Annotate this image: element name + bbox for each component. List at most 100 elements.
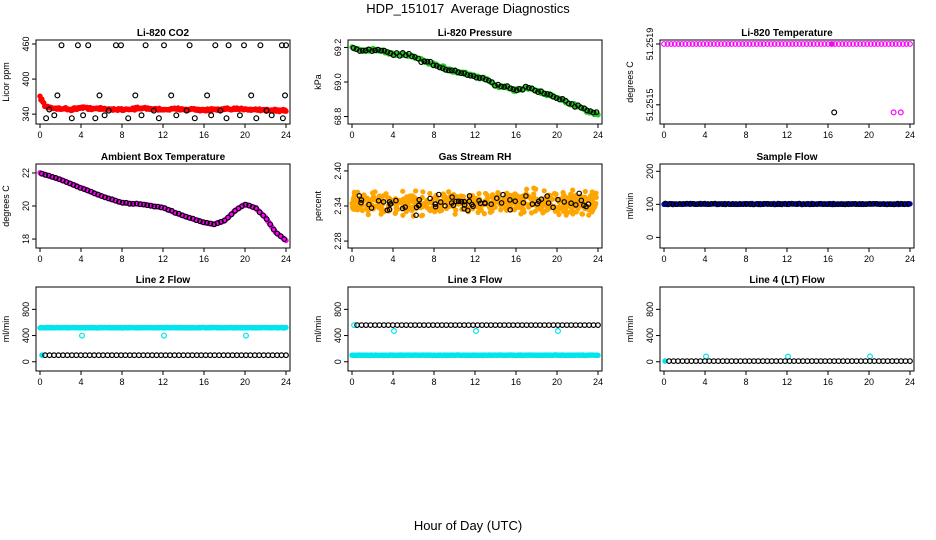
data-point: [473, 74, 480, 81]
y-axis-label: ml/min: [625, 193, 635, 220]
data-point: [412, 54, 418, 60]
x-tick-label: 4: [702, 377, 707, 387]
y-axis-label: percent: [313, 190, 323, 221]
data-point: [541, 90, 548, 97]
data-point: [541, 208, 548, 214]
x-tick-label: 4: [702, 130, 707, 140]
data-point: [384, 49, 391, 55]
x-tick-label: 4: [390, 377, 395, 387]
x-tick-label: 20: [552, 130, 562, 140]
data-point: [793, 41, 799, 47]
y-axis-label: degrees C: [625, 61, 635, 103]
data-point: [551, 190, 558, 197]
data-point: [535, 89, 541, 95]
panel-1: Li-820 CO2 0 4 8 12 16 20 24 340 400 460 Licor ppm: [1, 28, 291, 140]
data-point: [461, 202, 468, 208]
data-point: [351, 322, 358, 329]
data-point: [481, 200, 488, 206]
data-point: [538, 196, 545, 203]
y-tick-label: 0: [333, 359, 343, 364]
data-point: [589, 197, 596, 203]
data-point: [381, 47, 388, 54]
data-point: [507, 197, 513, 203]
data-point: [842, 201, 848, 208]
y-tick-label: 400: [645, 328, 655, 343]
data-point: [866, 353, 873, 360]
data-point: [568, 200, 574, 207]
data-point: [138, 112, 145, 119]
data-point: [488, 201, 495, 208]
data-point: [529, 201, 536, 207]
data-point: [142, 42, 149, 49]
data-point: [116, 198, 122, 205]
data-point: [739, 41, 746, 47]
data-point: [519, 86, 526, 93]
data-point: [186, 214, 193, 221]
data-point: [839, 41, 846, 47]
x-tick-label: 4: [78, 377, 83, 387]
data-point: [243, 332, 250, 339]
x-tick-label: 0: [349, 130, 354, 140]
x-tick-label: 24: [905, 254, 915, 264]
data-point: [476, 75, 483, 81]
data-point: [579, 211, 585, 217]
data-point: [485, 77, 492, 84]
data-point: [200, 219, 207, 226]
data-point: [696, 41, 703, 47]
data-point: [263, 107, 270, 114]
data-point: [835, 41, 842, 47]
data-point: [553, 95, 560, 101]
data-point: [590, 109, 597, 116]
data-point: [277, 233, 284, 240]
y-tick-label: 100: [645, 197, 655, 212]
plot-frame: [659, 39, 915, 125]
data-point: [757, 201, 764, 208]
data-point: [578, 197, 585, 204]
data-point: [726, 201, 732, 207]
data-point: [466, 193, 473, 199]
data-point: [38, 170, 45, 177]
data-point: [705, 201, 711, 207]
data-point: [421, 58, 428, 65]
data-point: [534, 201, 541, 207]
data-point: [260, 212, 267, 219]
data-point: [168, 92, 175, 99]
data-point: [391, 328, 398, 335]
data-point: [857, 41, 863, 47]
data-point: [501, 83, 508, 90]
data-point: [470, 73, 477, 79]
data-point: [404, 194, 410, 200]
data-point: [489, 79, 495, 85]
data-point: [666, 201, 673, 207]
data-point: [393, 50, 400, 56]
data-point: [516, 85, 523, 92]
data-point: [887, 201, 894, 208]
data-point: [671, 41, 678, 47]
data-point: [541, 188, 547, 194]
data-point: [369, 190, 376, 196]
data-point: [853, 41, 860, 47]
data-point: [882, 41, 888, 47]
data-point: [698, 200, 704, 207]
y-tick-label: 51.2515: [645, 89, 655, 122]
data-point: [669, 201, 676, 208]
data-point: [894, 200, 901, 207]
data-point: [49, 173, 56, 180]
data-point: [878, 41, 885, 47]
data-point: [102, 194, 108, 201]
x-tick-label: 4: [78, 130, 83, 140]
data-point: [533, 186, 539, 192]
y-axis-label: degrees C: [1, 185, 11, 227]
y-tick-label: 2.34: [333, 197, 343, 215]
data-point: [507, 207, 514, 213]
data-point: [283, 108, 289, 114]
y-tick-label: 0: [21, 359, 31, 364]
y-tick-label: 800: [645, 302, 655, 317]
data-point: [595, 322, 601, 329]
data-point: [368, 205, 375, 211]
plot-points: [349, 185, 599, 219]
data-point: [513, 87, 520, 94]
data-point: [263, 216, 270, 223]
panel-5: Gas Stream RH 0 4 8 12 16 20 24 2.28 2.34 2.40 perc…: [313, 152, 603, 264]
x-tick-label: 12: [158, 254, 168, 264]
